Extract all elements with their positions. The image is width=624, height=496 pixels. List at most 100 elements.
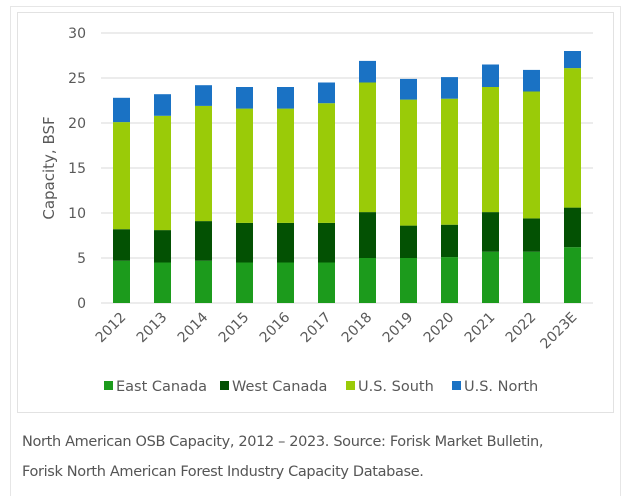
bar-segment-east-canada-2015: [236, 262, 253, 303]
bar-segment-u-s-south-2016: [277, 108, 294, 223]
figure-caption: North American OSB Capacity, 2012 – 2023…: [22, 427, 612, 487]
bar-segment-u-s-north-2017: [318, 82, 335, 104]
legend-label: U.S. North: [464, 379, 538, 395]
bar-segment-east-canada-2019: [400, 258, 417, 303]
legend-item-west-canada: West Canada: [220, 379, 327, 395]
bar-segment-east-canada-2020: [441, 257, 458, 303]
bar-segment-u-s-north-2023E: [564, 51, 581, 69]
bar-segment-east-canada-2012: [113, 260, 130, 303]
bar-segment-u-s-south-2012: [113, 122, 130, 230]
bar-segment-west-canada-2016: [277, 222, 294, 263]
bar-segment-u-s-north-2019: [400, 78, 417, 100]
x-axis-ticks: 2012 2013 2014 2015 2016 2017 2018 2019 2020 2021…: [93, 309, 581, 352]
bar-segment-west-canada-2021: [482, 212, 499, 252]
bar-stack-2014: [195, 85, 212, 303]
bar-segment-u-s-north-2022: [523, 69, 540, 92]
bar-segment-u-s-north-2015: [236, 87, 253, 109]
x-tick-label: 2012: [93, 310, 130, 347]
bar-segment-u-s-north-2021: [482, 64, 499, 87]
y-axis-ticks: 0 5 10 15 20 25 30: [68, 26, 86, 312]
bar-stack-2020: [441, 77, 458, 303]
bar-stack-2023E: [564, 51, 581, 303]
legend-item-east-canada: East Canada: [104, 379, 207, 395]
bar-segment-u-s-south-2017: [318, 103, 335, 223]
legend-swatch: [346, 381, 355, 390]
legend-item-u-s-south: U.S. South: [346, 379, 434, 395]
legend-swatch: [452, 381, 461, 390]
bar-segment-u-s-north-2016: [277, 87, 294, 109]
bar-segment-u-s-south-2020: [441, 98, 458, 225]
bar-segment-west-canada-2013: [154, 230, 171, 263]
caption-line-2: Forisk North American Forest Industry Ca…: [22, 464, 424, 480]
bar-segment-west-canada-2012: [113, 229, 130, 261]
bar-stack-2012: [113, 97, 130, 303]
caption-line-1: North American OSB Capacity, 2012 – 2023…: [22, 434, 544, 450]
bar-segment-east-canada-2017: [318, 262, 335, 303]
y-tick-label: 10: [68, 206, 86, 222]
bar-segment-u-s-north-2014: [195, 85, 212, 106]
bar-segment-u-s-south-2022: [523, 91, 540, 219]
bar-stack-2013: [154, 94, 171, 303]
bar-segment-east-canada-2023E: [564, 247, 581, 303]
bar-segment-west-canada-2023E: [564, 207, 581, 248]
legend-swatch: [220, 381, 229, 390]
bar-segment-u-s-south-2015: [236, 108, 253, 223]
bar-segment-east-canada-2018: [359, 258, 376, 303]
bar-segment-west-canada-2018: [359, 212, 376, 258]
bar-segment-west-canada-2019: [400, 225, 417, 258]
bar-segment-u-s-south-2019: [400, 99, 417, 226]
bar-segment-east-canada-2013: [154, 262, 171, 303]
bar-stack-2018: [359, 60, 376, 303]
x-tick-label: 2019: [380, 310, 417, 347]
legend-swatch: [104, 381, 113, 390]
x-tick-label: 2016: [257, 309, 294, 346]
bar-stack-2016: [277, 87, 294, 303]
bar-stack-2021: [482, 64, 499, 303]
bar-segment-west-canada-2020: [441, 224, 458, 258]
bar-segment-u-s-south-2018: [359, 82, 376, 213]
x-tick-label: 2023E: [538, 310, 581, 353]
bar-stack-2019: [400, 78, 417, 303]
bars: [113, 51, 581, 303]
legend-item-u-s-north: U.S. North: [452, 379, 538, 395]
bar-segment-west-canada-2015: [236, 222, 253, 263]
x-tick-label: 2018: [339, 310, 376, 347]
bar-segment-west-canada-2022: [523, 218, 540, 252]
bar-segment-east-canada-2016: [277, 262, 294, 303]
legend: East Canada West Canada U.S. South U.S. Nor…: [104, 379, 538, 395]
bar-stack-2015: [236, 87, 253, 303]
y-tick-label: 0: [77, 296, 86, 312]
bar-stack-2022: [523, 69, 540, 303]
legend-label: U.S. South: [358, 379, 434, 395]
bar-segment-west-canada-2014: [195, 221, 212, 261]
gridlines: [101, 32, 593, 304]
bar-segment-u-s-south-2023E: [564, 68, 581, 208]
y-tick-label: 25: [68, 71, 86, 87]
x-tick-label: 2020: [421, 310, 458, 347]
legend-label: East Canada: [116, 379, 207, 395]
bar-segment-west-canada-2017: [318, 222, 335, 263]
bar-segment-east-canada-2022: [523, 251, 540, 303]
bar-segment-east-canada-2021: [482, 251, 499, 303]
bar-stack-2017: [318, 82, 335, 303]
y-tick-label: 5: [77, 251, 86, 267]
y-tick-label: 20: [68, 116, 86, 132]
x-tick-label: 2013: [134, 310, 171, 347]
bar-segment-u-s-north-2012: [113, 97, 130, 123]
bar-segment-u-s-north-2013: [154, 94, 171, 116]
bar-segment-east-canada-2014: [195, 260, 212, 303]
y-tick-label: 30: [68, 26, 86, 42]
y-tick-label: 15: [68, 161, 86, 177]
bar-segment-u-s-north-2018: [359, 60, 376, 83]
figure-frame: [10, 6, 621, 496]
bar-segment-u-s-south-2013: [154, 115, 171, 231]
x-tick-label: 2022: [503, 310, 540, 347]
y-axis-label: Capacity, BSF: [40, 116, 58, 219]
x-tick-label: 2021: [462, 310, 499, 347]
bar-segment-u-s-north-2020: [441, 77, 458, 99]
x-tick-label: 2017: [298, 310, 335, 347]
bar-segment-u-s-south-2014: [195, 105, 212, 222]
bar-segment-u-s-south-2021: [482, 87, 499, 213]
x-tick-label: 2014: [175, 309, 212, 346]
